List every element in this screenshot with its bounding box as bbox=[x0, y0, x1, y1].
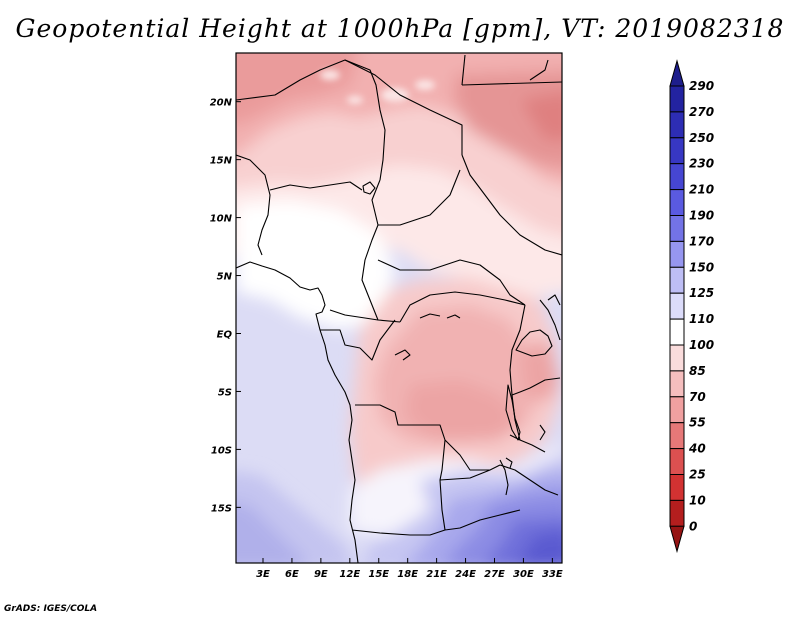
colorbar-level-label: 70 bbox=[689, 390, 706, 404]
lat-label: 20N bbox=[210, 98, 233, 109]
colorbar-level-label: 150 bbox=[689, 260, 714, 274]
lat-label: 10S bbox=[211, 445, 232, 456]
colorbar-level-label: 170 bbox=[689, 234, 714, 248]
colorbar-segment bbox=[669, 292, 685, 320]
colorbar-level-label: 230 bbox=[689, 157, 714, 171]
lon-label: 18E bbox=[397, 569, 418, 580]
lat-label: 5N bbox=[217, 272, 233, 283]
colorbar-segment bbox=[669, 240, 685, 268]
colorbar-level-label: 250 bbox=[689, 131, 714, 145]
grads-credit: GrADS: IGES/COLA bbox=[4, 604, 98, 614]
geopotential-shading bbox=[236, 53, 562, 563]
lon-label: 24E bbox=[455, 569, 476, 580]
colorbar-level-label: 125 bbox=[689, 286, 714, 300]
colorbar-level-label: 40 bbox=[688, 442, 706, 456]
colorbar-level-label: 0 bbox=[689, 519, 697, 533]
colorbar: 2902702502302101901701501251101008570554… bbox=[669, 59, 714, 554]
map-title: Geopotential Height at 1000hPa [gpm], VT… bbox=[15, 14, 785, 43]
colorbar-segment bbox=[669, 111, 685, 139]
lon-label: 3E bbox=[256, 569, 270, 580]
lon-label: 33E bbox=[542, 569, 563, 580]
colorbar-segment bbox=[669, 215, 685, 242]
colorbar-segment bbox=[669, 422, 685, 450]
colorbar-level-label: 85 bbox=[689, 364, 706, 378]
lat-label: 15S bbox=[211, 503, 232, 514]
colorbar-level-label: 270 bbox=[689, 105, 714, 119]
latitude-axis: 20N 15N 10N 5N EQ 5S 10S 15S bbox=[210, 98, 241, 514]
lon-label: 21E bbox=[426, 569, 447, 580]
lon-label: 27E bbox=[484, 569, 505, 580]
lat-label: 5S bbox=[218, 387, 232, 398]
colorbar-level-label: 190 bbox=[689, 209, 714, 223]
colorbar-segment bbox=[669, 396, 685, 424]
lon-label: 9E bbox=[314, 569, 328, 580]
longitude-axis: 3E 6E 9E 12E 15E 18E 21E 24E 27E 30E 33E bbox=[256, 558, 563, 580]
lon-label: 30E bbox=[513, 569, 534, 580]
coastlines-and-borders bbox=[236, 54, 562, 563]
colorbar-segment bbox=[669, 448, 685, 476]
colorbar-level-label: 210 bbox=[689, 183, 714, 197]
lon-label: 12E bbox=[339, 569, 360, 580]
colorbar-level-label: 25 bbox=[689, 468, 706, 482]
colorbar-segment bbox=[669, 370, 685, 398]
lat-label: EQ bbox=[217, 330, 233, 341]
colorbar-segment bbox=[669, 189, 685, 217]
map-frame bbox=[235, 52, 563, 564]
colorbar-segment bbox=[669, 525, 685, 554]
colorbar-segment bbox=[669, 163, 685, 191]
colorbar-segment bbox=[669, 266, 685, 294]
colorbar-level-label: 55 bbox=[689, 416, 706, 430]
colorbar-segment bbox=[669, 318, 685, 346]
colorbar-segment bbox=[669, 85, 685, 113]
colorbar-level-label: 10 bbox=[689, 493, 706, 507]
lon-label: 15E bbox=[368, 569, 389, 580]
colorbar-level-label: 110 bbox=[689, 312, 714, 326]
colorbar-segment bbox=[669, 137, 685, 165]
colorbar-level-label: 100 bbox=[689, 338, 714, 352]
lat-label: 15N bbox=[210, 156, 233, 167]
colorbar-segment bbox=[669, 474, 685, 501]
lon-label: 6E bbox=[285, 569, 299, 580]
colorbar-segment bbox=[669, 59, 685, 87]
lat-label: 10N bbox=[210, 214, 233, 225]
colorbar-segment bbox=[669, 499, 685, 527]
colorbar-level-label: 290 bbox=[689, 79, 714, 93]
colorbar-segment bbox=[669, 344, 685, 372]
